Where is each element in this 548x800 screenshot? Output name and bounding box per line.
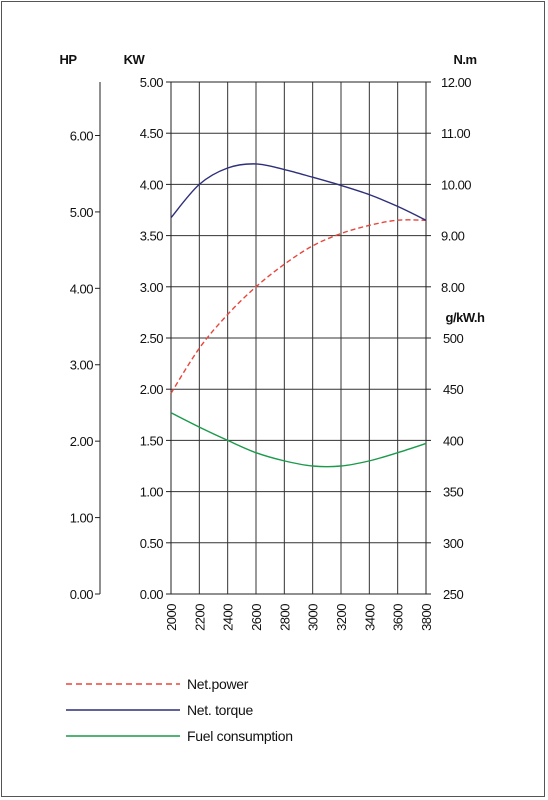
x-tick-label: 2400 <box>221 604 236 631</box>
torque-tick-label: 9.00 <box>441 229 465 244</box>
torque-axis-unit: N.m <box>453 52 476 67</box>
torque-tick-label: 12.00 <box>441 75 471 90</box>
fuel-axis-unit: g/kW.h <box>446 310 485 325</box>
x-tick-label: 3600 <box>391 604 406 631</box>
torque-tick-label: 10.00 <box>441 177 471 192</box>
fuel-tick-label: 450 <box>443 382 463 397</box>
kw-tick-label: 1.00 <box>140 485 164 500</box>
legend-label-fuel-consumption: Fuel consumption <box>187 728 293 744</box>
series-line-fuel-consumption <box>170 412 427 468</box>
kw-tick-label: 3.00 <box>140 280 164 295</box>
fuel-tick-label: 250 <box>443 587 463 602</box>
hp-tick-label: 1.00 <box>70 511 94 526</box>
kw-tick-label: 5.00 <box>140 75 164 90</box>
x-tick-label: 3200 <box>334 604 349 631</box>
hp-tick-label: 0.00 <box>70 587 94 602</box>
x-tick-label: 2200 <box>192 604 207 631</box>
kw-tick-label: 4.50 <box>140 126 164 141</box>
hp-axis-unit: HP <box>59 52 77 67</box>
fuel-tick-label: 400 <box>443 433 463 448</box>
hp-tick-label: 4.00 <box>70 281 94 296</box>
x-tick-label: 3400 <box>362 604 377 631</box>
kw-tick-label: 2.50 <box>140 331 164 346</box>
x-tick-label: 2000 <box>164 604 179 631</box>
kw-tick-label: 2.00 <box>140 382 164 397</box>
hp-tick-label: 5.00 <box>70 205 94 220</box>
hp-tick-label: 3.00 <box>70 358 94 373</box>
torque-tick-label: 8.00 <box>441 280 465 295</box>
series-line-net-power <box>170 219 427 394</box>
fuel-tick-label: 500 <box>443 331 463 346</box>
hp-tick-label: 2.00 <box>70 434 94 449</box>
torque-tick-label: 11.00 <box>441 126 470 141</box>
series-line-net-torque <box>170 163 427 221</box>
x-tick-label: 3800 <box>419 604 434 631</box>
legend-label-net-torque: Net. torque <box>187 702 253 718</box>
kw-axis-unit: KW <box>124 52 146 67</box>
x-tick-label: 2600 <box>249 604 264 631</box>
legend-label-net-power: Net.power <box>187 676 249 692</box>
x-tick-label: 3000 <box>306 604 321 631</box>
fuel-tick-label: 300 <box>443 536 463 551</box>
kw-tick-label: 4.00 <box>140 177 164 192</box>
hp-tick-label: 6.00 <box>70 128 94 143</box>
fuel-tick-label: 350 <box>443 485 463 500</box>
kw-tick-label: 1.50 <box>140 433 164 448</box>
x-tick-label: 2800 <box>277 604 292 631</box>
kw-tick-label: 0.00 <box>140 587 164 602</box>
kw-tick-label: 0.50 <box>140 536 164 551</box>
kw-tick-label: 3.50 <box>140 229 164 244</box>
